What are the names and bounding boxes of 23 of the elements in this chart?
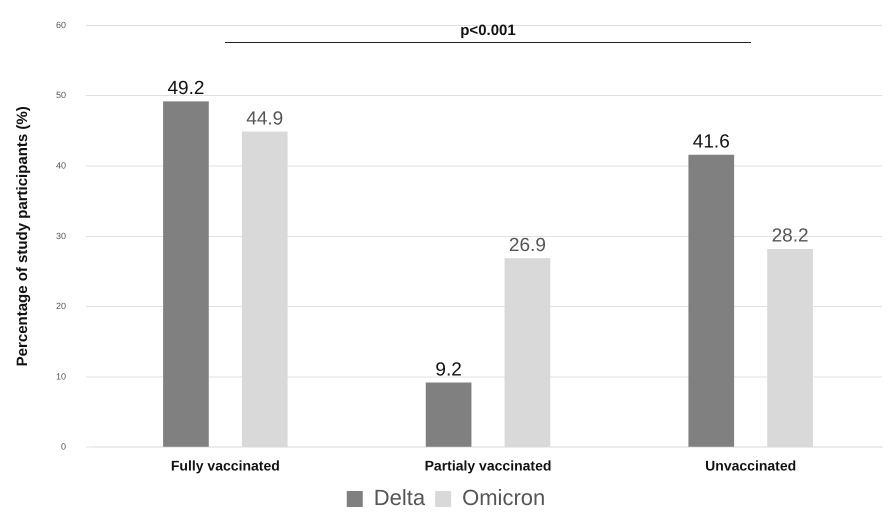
y-tick-label: 0 <box>60 442 66 452</box>
y-tick-label: 10 <box>56 371 66 382</box>
y-axis-title: Percentage of study participants (%) <box>14 106 32 366</box>
data-label: 9.2 <box>435 359 462 380</box>
x-tick-label: Unvaccinated <box>705 457 796 474</box>
data-label: 49.2 <box>167 78 204 100</box>
bar <box>163 101 209 447</box>
legend-label: Delta <box>374 485 426 510</box>
legend-label: Omicron <box>462 485 546 510</box>
data-label: 26.9 <box>508 234 546 256</box>
data-label: 44.9 <box>246 108 284 130</box>
bar <box>426 382 472 447</box>
y-tick-label: 40 <box>56 160 66 170</box>
bar <box>688 154 734 447</box>
x-tick-label: Fully vaccinated <box>170 457 280 474</box>
y-tick-label: 60 <box>56 20 66 30</box>
data-label: 41.6 <box>692 131 730 152</box>
x-tick-label: Partialy vaccinated <box>424 457 552 474</box>
y-tick-label: 20 <box>56 301 66 312</box>
y-tick-label: 50 <box>56 90 66 100</box>
annotation: p<0.001 <box>460 22 516 39</box>
data-label: 28.2 <box>772 226 809 247</box>
y-tick-label: 30 <box>56 230 66 241</box>
